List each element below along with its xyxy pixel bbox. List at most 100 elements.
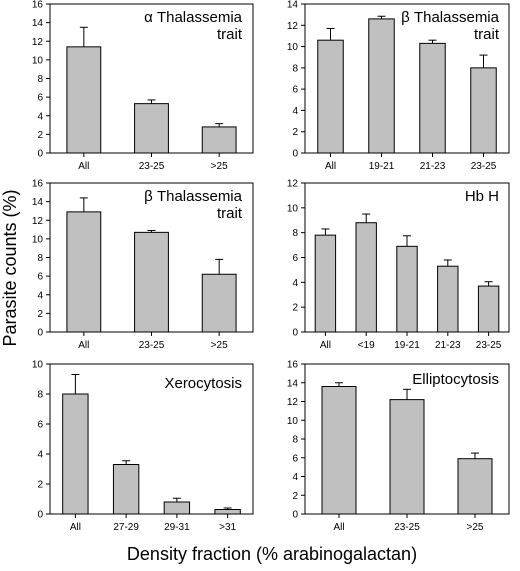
bar bbox=[214, 509, 241, 515]
y-tick-label: 0 bbox=[292, 328, 298, 339]
y-tick-label: 6 bbox=[292, 85, 298, 96]
x-tick-label: 21-23 bbox=[435, 340, 461, 351]
y-tick-label: 8 bbox=[37, 253, 43, 264]
y-tick-label: 6 bbox=[292, 253, 298, 264]
y-tick-label: 16 bbox=[287, 360, 299, 371]
y-tick-label: 10 bbox=[32, 234, 44, 245]
bar bbox=[134, 103, 169, 154]
x-tick-label: All bbox=[333, 522, 344, 533]
panel-title: trait bbox=[474, 26, 500, 43]
y-tick-label: 12 bbox=[32, 216, 44, 227]
y-tick-label: 0 bbox=[292, 510, 298, 521]
bar bbox=[396, 245, 418, 333]
x-tick-label: All bbox=[78, 161, 89, 172]
x-tick-label: 23-25 bbox=[394, 522, 420, 533]
y-tick-label: 10 bbox=[32, 55, 44, 66]
x-tick-label: All bbox=[78, 340, 89, 351]
panel-title: α Thalassemia bbox=[144, 9, 243, 26]
x-tick-label: 21-23 bbox=[420, 161, 446, 172]
x-tick-label: 19-21 bbox=[394, 340, 420, 351]
y-tick-label: 8 bbox=[37, 74, 43, 85]
bar bbox=[62, 393, 89, 515]
y-tick-label: 10 bbox=[287, 416, 299, 427]
y-tick-label: 2 bbox=[292, 303, 298, 314]
y-tick-label: 2 bbox=[37, 480, 43, 491]
y-tick-label: 0 bbox=[37, 328, 43, 339]
panel-beta-thalassemia-trait-b: 0 2 4 6 8 10 12 14 16 All 23-25 >25 β Thalassemiatra… bbox=[32, 179, 254, 351]
x-tick-label: >31 bbox=[219, 522, 236, 533]
y-tick-label: 10 bbox=[32, 360, 44, 371]
y-tick-label: 10 bbox=[287, 203, 299, 214]
bar bbox=[389, 399, 425, 515]
panel-title: Xerocytosis bbox=[164, 375, 242, 392]
y-tick-label: 12 bbox=[32, 37, 44, 48]
x-tick-label: All bbox=[320, 340, 331, 351]
x-tick-label: <19 bbox=[358, 340, 375, 351]
y-tick-label: 6 bbox=[37, 93, 43, 104]
x-tick-label: >25 bbox=[211, 161, 228, 172]
x-tick-label: 23-25 bbox=[476, 340, 502, 351]
bar bbox=[201, 273, 237, 333]
panel-title: β Thalassemia bbox=[144, 188, 242, 205]
y-tick-label: 8 bbox=[292, 63, 298, 74]
x-axis-label: Density fraction (% arabinogalactan) bbox=[127, 544, 417, 564]
panel-beta-thalassemia-trait-a: 0 2 4 6 8 10 12 14 All 19-21 21-23 23-25 β Thalassem… bbox=[287, 0, 510, 172]
y-tick-label: 6 bbox=[37, 272, 43, 283]
y-tick-label: 0 bbox=[292, 149, 298, 160]
x-tick-label: 23-25 bbox=[471, 161, 497, 172]
y-tick-label: 12 bbox=[287, 397, 299, 408]
bar bbox=[66, 46, 102, 154]
y-tick-label: 0 bbox=[37, 149, 43, 160]
bar bbox=[112, 464, 140, 515]
x-tick-label: All bbox=[325, 161, 336, 172]
x-tick-label: 27-29 bbox=[113, 522, 139, 533]
y-tick-label: 12 bbox=[287, 179, 299, 190]
bar bbox=[163, 501, 191, 515]
bar bbox=[457, 458, 493, 515]
panel-title: β Thalassemia bbox=[401, 9, 499, 26]
y-tick-label: 14 bbox=[287, 0, 299, 11]
panel-hb-h: 0 2 4 6 8 10 12 All <19 19-21 21-23 23-25 Hb H bbox=[287, 179, 510, 351]
bar bbox=[355, 222, 377, 333]
y-tick-label: 6 bbox=[292, 453, 298, 464]
y-tick-label: 10 bbox=[287, 42, 299, 53]
x-tick-label: All bbox=[70, 522, 81, 533]
panel-title: Hb H bbox=[465, 188, 499, 205]
y-tick-label: 2 bbox=[37, 130, 43, 141]
panel-title: trait bbox=[217, 26, 243, 43]
x-tick-label: 29-31 bbox=[164, 522, 190, 533]
y-tick-label: 4 bbox=[37, 450, 43, 461]
x-tick-label: >25 bbox=[211, 340, 228, 351]
y-tick-label: 2 bbox=[292, 127, 298, 138]
plot-frame bbox=[304, 3, 510, 154]
bar bbox=[437, 265, 459, 333]
y-tick-label: 4 bbox=[292, 472, 298, 483]
bar bbox=[470, 67, 497, 154]
bar bbox=[317, 39, 344, 154]
bar bbox=[201, 126, 237, 154]
y-tick-label: 6 bbox=[37, 420, 43, 431]
y-tick-label: 8 bbox=[292, 435, 298, 446]
x-tick-label: 19-21 bbox=[369, 161, 395, 172]
y-tick-label: 4 bbox=[37, 111, 43, 122]
plot-frame bbox=[49, 363, 254, 515]
bar bbox=[477, 285, 500, 333]
y-tick-label: 14 bbox=[32, 18, 44, 29]
x-tick-label: >25 bbox=[467, 522, 484, 533]
panel-elliptocytosis: 0 2 4 6 8 10 12 14 16 All 23-25 >25 Elliptocytosis bbox=[287, 360, 510, 533]
bar bbox=[314, 234, 337, 333]
y-tick-label: 8 bbox=[292, 228, 298, 239]
panel-alpha-thalassemia-trait: 0 2 4 6 8 10 12 14 16 All 23-25 >25 α Thalassemiatra… bbox=[32, 0, 254, 172]
y-tick-label: 12 bbox=[287, 21, 299, 32]
y-tick-label: 2 bbox=[292, 491, 298, 502]
x-tick-label: 23-25 bbox=[139, 340, 165, 351]
bar bbox=[134, 231, 169, 333]
y-axis-label: Parasite counts (%) bbox=[0, 189, 20, 346]
y-tick-label: 0 bbox=[37, 510, 43, 521]
y-tick-label: 2 bbox=[37, 309, 43, 320]
bar bbox=[419, 42, 446, 154]
panel-title: Elliptocytosis bbox=[412, 371, 499, 388]
panel-xerocytosis: 0 2 4 6 8 10 All 27-29 29-31 >31 Xerocytosis bbox=[32, 360, 254, 533]
bar bbox=[368, 18, 395, 154]
